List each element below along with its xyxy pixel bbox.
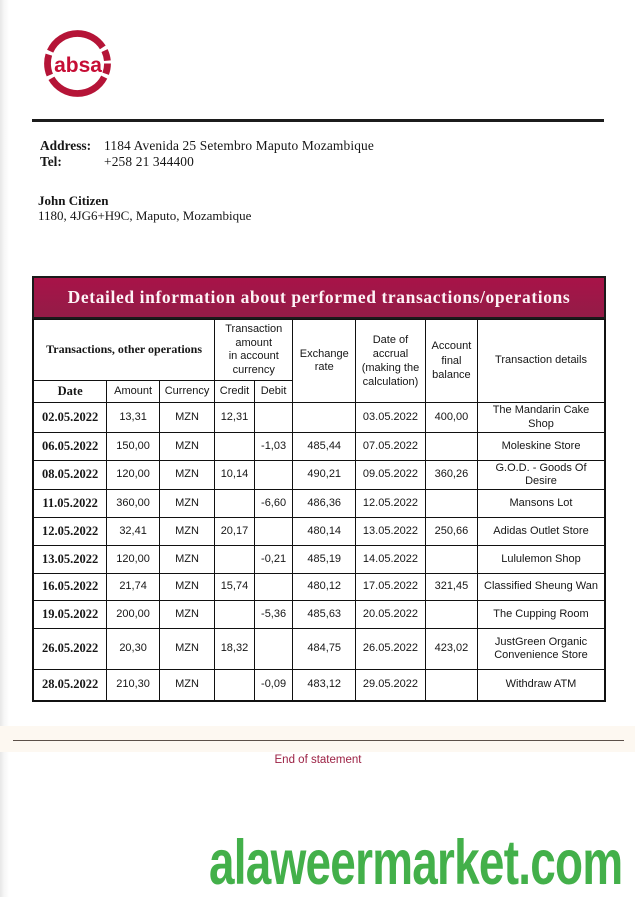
svg-text:absa: absa — [54, 54, 102, 77]
